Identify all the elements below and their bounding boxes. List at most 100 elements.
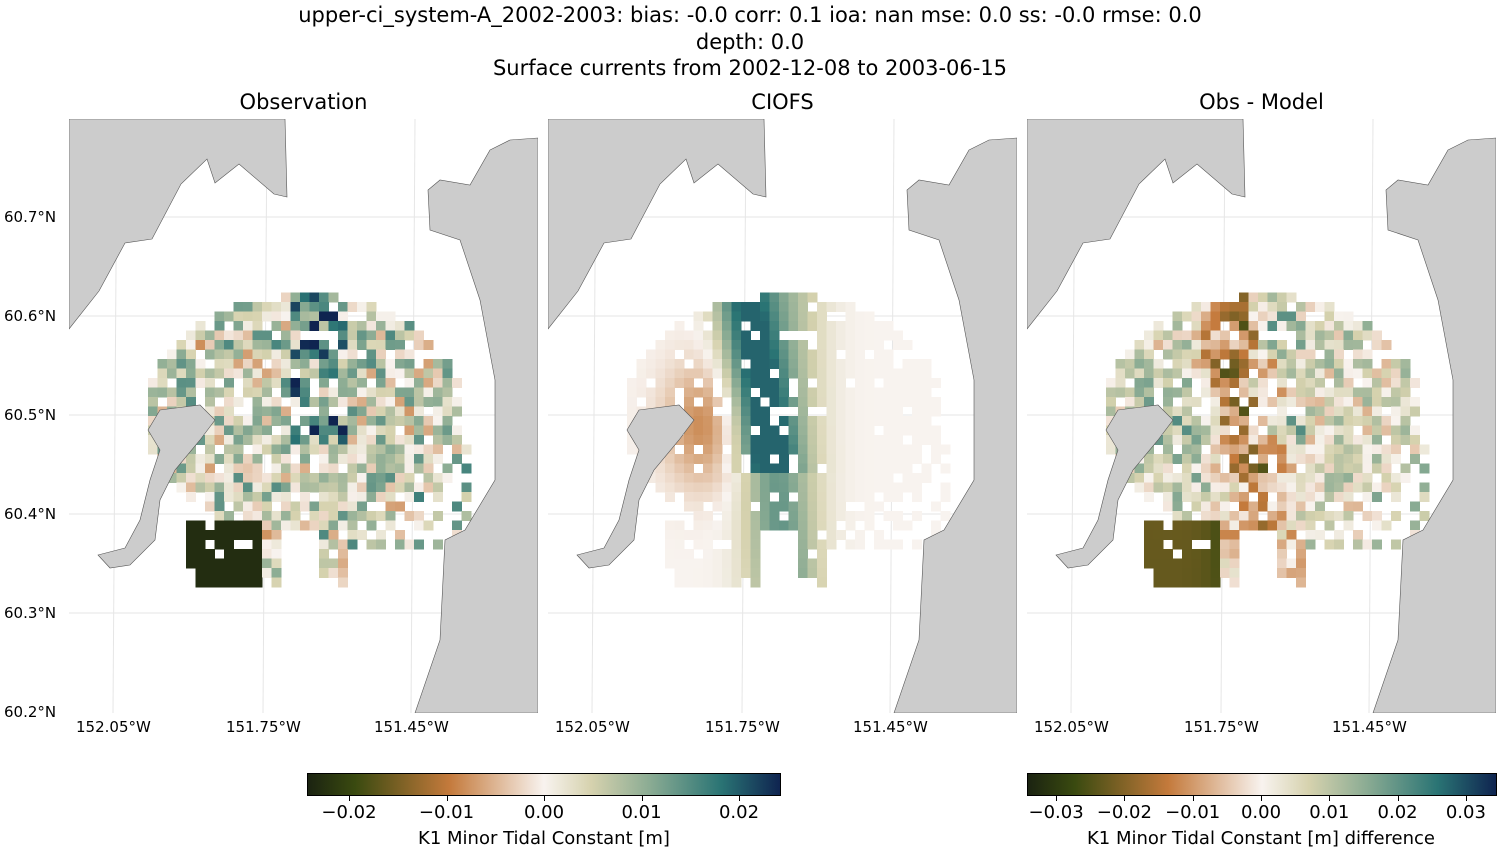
grid-cell (1248, 501, 1259, 512)
grid-cell (1191, 549, 1202, 559)
grid-cell (404, 444, 415, 455)
grid-cell (1229, 368, 1240, 379)
grid-cell (1144, 368, 1154, 379)
grid-cell (262, 302, 272, 312)
grid-cell (1210, 482, 1221, 493)
grid-cell (750, 359, 761, 369)
grid-cell (1182, 416, 1192, 426)
grid-cell (262, 378, 272, 388)
grid-cell (779, 416, 789, 426)
grid-cell (186, 378, 196, 388)
grid-cell (461, 463, 472, 474)
grid-cell (233, 454, 244, 464)
grid-cell (376, 397, 386, 407)
grid-cell (233, 482, 244, 493)
grid-cell (636, 359, 647, 369)
grid-cell (1362, 378, 1373, 388)
grid-cell (281, 444, 291, 455)
grid-cell (731, 311, 742, 322)
grid-cell (855, 539, 865, 550)
grid-cell (845, 520, 856, 531)
grid-cell (826, 340, 837, 350)
grid-cell (442, 425, 453, 436)
grid-cell (1163, 549, 1173, 559)
grid-cell (1400, 387, 1411, 398)
grid-cell (1286, 425, 1297, 436)
grid-cell (186, 473, 196, 483)
grid-cell (655, 397, 666, 407)
grid-cell (233, 530, 244, 540)
grid-cell (1210, 568, 1221, 578)
grid-cell (1144, 387, 1154, 398)
grid-cell (883, 435, 894, 445)
grid-cell (674, 520, 685, 531)
grid-cell (148, 444, 158, 455)
grid-cell (1286, 511, 1297, 521)
grid-cell (357, 378, 367, 388)
grid-cell (214, 482, 225, 493)
grid-cell (750, 473, 761, 483)
colorbar-difference-label: K1 Minor Tidal Constant [m] difference (1087, 828, 1435, 849)
grid-cell (741, 501, 751, 512)
grid-cell (395, 539, 405, 550)
grid-cell (1400, 463, 1411, 474)
grid-cell (779, 378, 789, 388)
grid-cell (703, 568, 713, 578)
grid-cell (1305, 482, 1316, 493)
grid-cell (845, 482, 856, 493)
grid-cell (731, 435, 742, 445)
grid-cell (214, 425, 225, 436)
grid-cell (703, 425, 713, 436)
grid-cell (347, 340, 358, 350)
grid-cell (1391, 511, 1401, 521)
grid-cell (281, 406, 291, 417)
grid-cell (750, 444, 761, 455)
grid-cell (1305, 321, 1316, 331)
colorbar-tick-label: 0.02 (718, 802, 760, 823)
grid-cell (433, 539, 443, 550)
grid-cell (233, 473, 244, 483)
land-polygon (69, 119, 288, 330)
grid-cell (224, 444, 234, 455)
grid-cell (1286, 321, 1297, 331)
grid-cell (722, 530, 732, 540)
grid-cell (1201, 359, 1211, 369)
grid-cell (347, 435, 358, 445)
grid-cell (893, 520, 903, 531)
grid-cell (788, 321, 799, 331)
grid-cell (779, 520, 789, 531)
grid-cell (750, 558, 761, 569)
grid-cell (627, 378, 637, 388)
grid-cell (1153, 330, 1164, 341)
grid-cell (836, 501, 846, 512)
colorbar-tick-label: −0.02 (1096, 802, 1152, 823)
grid-cell (874, 444, 884, 455)
grid-cell (760, 349, 770, 360)
grid-cell (1182, 577, 1192, 588)
grid-cell (1391, 378, 1401, 388)
grid-cell (1391, 406, 1401, 417)
colorbar-tick (1056, 796, 1058, 801)
grid-cell (300, 416, 310, 426)
grid-cell (395, 359, 405, 369)
grid-cell (271, 492, 282, 502)
grid-cell (366, 425, 377, 436)
grid-cell (1353, 416, 1363, 426)
grid-cell (769, 292, 780, 303)
grid-cell (195, 568, 206, 578)
grid-cell (214, 368, 225, 379)
grid-cell (627, 406, 637, 417)
grid-cell (902, 378, 913, 388)
grid-cell (1400, 416, 1411, 426)
grid-cell (940, 463, 951, 474)
grid-cell (722, 435, 732, 445)
grid-cell (357, 302, 367, 312)
grid-cell (693, 321, 704, 331)
grid-cell (798, 549, 808, 559)
grid-cell (817, 340, 827, 350)
grid-cell (347, 330, 358, 341)
grid-cell (300, 454, 310, 464)
grid-cell (1172, 349, 1183, 360)
grid-cell (893, 463, 903, 474)
grid-cell (214, 359, 225, 369)
